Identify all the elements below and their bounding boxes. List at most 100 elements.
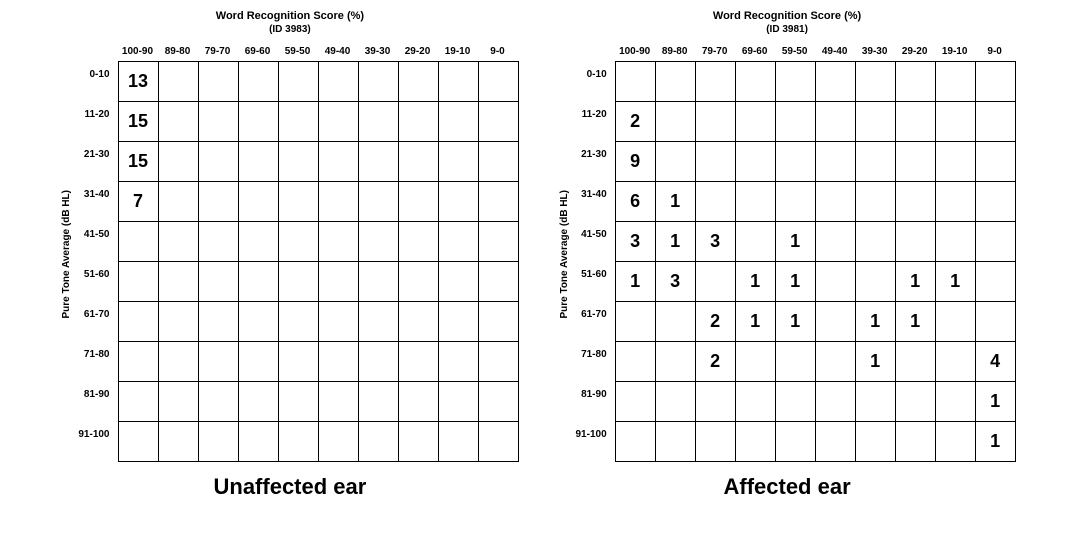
grid-cell: 1 <box>895 262 935 302</box>
col-label: 59-50 <box>775 46 815 61</box>
grid-cell <box>318 142 358 182</box>
grid-cell <box>478 302 518 342</box>
grid-cell <box>935 182 975 222</box>
grid-cell <box>815 102 855 142</box>
grid-cell <box>855 182 895 222</box>
grid-cell <box>975 262 1015 302</box>
grid-cell <box>935 302 975 342</box>
grid-cell <box>238 182 278 222</box>
grid-cell <box>398 102 438 142</box>
grid-cell <box>398 62 438 102</box>
grid-cell <box>655 62 695 102</box>
grid-cell <box>895 342 935 382</box>
grid-cell <box>438 302 478 342</box>
grid-cell: 2 <box>695 302 735 342</box>
grid-cell <box>855 262 895 302</box>
grid-cell <box>655 142 695 182</box>
grid-cell <box>318 382 358 422</box>
grid-cell <box>158 382 198 422</box>
grid-cell <box>775 102 815 142</box>
grid-cell <box>158 422 198 462</box>
grid-cell <box>815 422 855 462</box>
grid-cell <box>478 142 518 182</box>
grid-cell <box>198 302 238 342</box>
panel-caption: Affected ear <box>723 474 850 500</box>
grid-cell <box>895 382 935 422</box>
grid-cell: 2 <box>695 342 735 382</box>
grid-cell <box>398 182 438 222</box>
row-label: 21-30 <box>78 134 113 174</box>
grid-cell <box>775 342 815 382</box>
grid-cell <box>158 62 198 102</box>
grid-cell <box>438 382 478 422</box>
col-label: 49-40 <box>318 46 358 61</box>
row-label: 61-70 <box>78 294 113 334</box>
grid-cell <box>198 422 238 462</box>
grid-cell <box>975 62 1015 102</box>
xaxis-title: Word Recognition Score (%) <box>216 10 364 24</box>
grid-wrap: Pure Tone Average (dB HL) 0-1011-2021-30… <box>61 46 518 462</box>
grid-cell <box>278 302 318 342</box>
grid-cell <box>438 342 478 382</box>
grid-cell <box>695 102 735 142</box>
panel-header: Word Recognition Score (%) (ID 3983) <box>216 10 364 36</box>
col-labels: 100-9089-8079-7069-6059-5049-4039-3029-2… <box>615 46 1016 61</box>
grid-cell <box>775 62 815 102</box>
grid-cell <box>975 102 1015 142</box>
panel-subtitle: (ID 3983) <box>216 24 364 37</box>
grid-cell <box>158 182 198 222</box>
grid-and-cols: 100-9089-8079-7069-6059-5049-4039-3029-2… <box>615 46 1016 462</box>
grid-cell <box>278 102 318 142</box>
xaxis-title: Word Recognition Score (%) <box>713 10 861 24</box>
grid-cell <box>318 262 358 302</box>
grid-cell <box>318 342 358 382</box>
grid-cell: 1 <box>775 262 815 302</box>
row-label: 21-30 <box>576 134 611 174</box>
grid-cell <box>118 382 158 422</box>
grid-cell: 9 <box>615 142 655 182</box>
grid-cell <box>238 422 278 462</box>
grid-cell <box>198 222 238 262</box>
grid-cell <box>775 382 815 422</box>
grid-cell <box>278 342 318 382</box>
grid-cell <box>975 182 1015 222</box>
grid-cell <box>735 422 775 462</box>
col-label: 89-80 <box>158 46 198 61</box>
grid-cell <box>238 262 278 302</box>
row-label: 0-10 <box>576 54 611 94</box>
grid-cell <box>855 382 895 422</box>
col-label: 100-90 <box>615 46 655 61</box>
grid-cell <box>398 142 438 182</box>
grid-cell <box>855 222 895 262</box>
grid-cell <box>358 182 398 222</box>
col-label: 9-0 <box>478 46 518 61</box>
row-label: 0-10 <box>78 54 113 94</box>
grid-cell <box>438 422 478 462</box>
col-label: 19-10 <box>935 46 975 61</box>
grid-cell: 1 <box>655 182 695 222</box>
grid-cell <box>358 382 398 422</box>
grid-cell <box>278 142 318 182</box>
data-grid: 296131311311112111121411 <box>615 61 1016 462</box>
col-label: 79-70 <box>198 46 238 61</box>
grid-cell <box>118 222 158 262</box>
grid-cell <box>278 222 318 262</box>
row-labels: 0-1011-2021-3031-4041-5051-6061-7071-808… <box>576 54 611 454</box>
col-label: 39-30 <box>358 46 398 61</box>
grid-cell <box>198 182 238 222</box>
grid-cell: 6 <box>615 182 655 222</box>
grid-cell <box>198 262 238 302</box>
grid-cell: 1 <box>655 222 695 262</box>
panel-subtitle: (ID 3981) <box>713 24 861 37</box>
grid-cell <box>478 382 518 422</box>
col-label: 19-10 <box>438 46 478 61</box>
row-label: 11-20 <box>576 94 611 134</box>
grid-cell <box>815 142 855 182</box>
grid-cell <box>975 222 1015 262</box>
grid-cell <box>815 262 855 302</box>
grid-cell <box>695 142 735 182</box>
grid-cell <box>695 182 735 222</box>
grid-cell <box>478 102 518 142</box>
grid-cell <box>318 302 358 342</box>
grid-cell <box>935 142 975 182</box>
